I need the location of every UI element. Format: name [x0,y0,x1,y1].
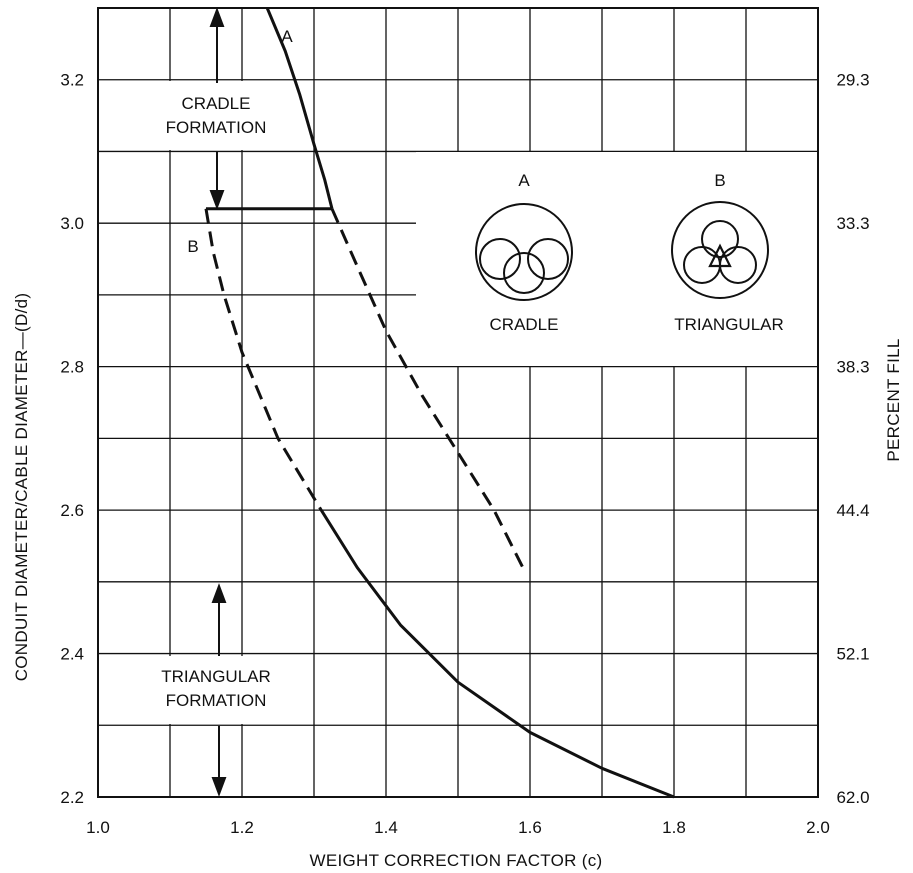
curve-a-solid [265,7,334,210]
x-tick-label: 1.4 [374,818,398,837]
inset-panel [416,152,818,366]
curve-b-dashed [204,208,323,511]
cradle-formation-label-box [100,81,310,150]
y2-tick-label: 52.1 [836,645,869,664]
cradle-formation-arrow [209,7,225,210]
triangular-diagram [671,201,769,299]
y-axis-title: CONDUIT DIAMETER/CABLE DIAMETER—(D/d) [12,293,31,682]
inset-triangular-caption: TRIANGULAR [674,315,784,334]
y-tick-label: 3.2 [60,71,84,90]
triangular-formation-label-line1: TRIANGULAR [161,667,271,686]
cradle-formation-label-line1: CRADLE [182,94,251,113]
y2-axis-ticks: 29.3 33.3 38.3 44.4 52.1 62.0 [836,71,869,807]
y-tick-label: 2.4 [60,645,84,664]
y2-tick-label: 38.3 [836,358,869,377]
curve-a-dashed [330,208,525,569]
x-tick-label: 1.0 [86,818,110,837]
cradle-formation-label-line2: FORMATION [166,118,267,137]
inset-cradle-caption: CRADLE [490,315,559,334]
curve-b-label: B [187,237,198,256]
y-tick-label: 3.0 [60,214,84,233]
x-tick-label: 2.0 [806,818,830,837]
plot-frame-rect [97,7,819,798]
triangular-formation-label-box [100,656,300,724]
x-tick-label: 1.8 [662,818,686,837]
y2-tick-label: 33.3 [836,214,869,233]
inset-triangular-letter: B [714,171,725,190]
cradle-diagram [475,203,573,301]
series [204,7,675,799]
inset-cradle-letter: A [518,171,530,190]
y-tick-label: 2.8 [60,358,84,377]
plot-frame [97,7,819,798]
triangular-diagram-center-triangle [708,243,732,268]
y-tick-label: 2.6 [60,501,84,520]
y2-tick-label: 44.4 [836,501,869,520]
x-tick-label: 1.6 [518,818,542,837]
triangular-formation-label-line2: FORMATION [166,691,267,710]
y-axis-ticks: 2.2 2.4 2.6 2.8 3.0 3.2 [60,71,84,807]
y2-axis-title: PERCENT FILL [884,338,903,461]
x-axis-ticks: 1.0 1.2 1.4 1.6 1.8 2.0 [86,818,830,837]
y2-tick-label: 29.3 [836,71,869,90]
curve-a-label: A [281,27,293,46]
y2-tick-label: 62.0 [836,788,869,807]
x-tick-label: 1.2 [230,818,254,837]
y-tick-label: 2.2 [60,788,84,807]
x-axis-title: WEIGHT CORRECTION FACTOR (c) [310,851,603,870]
curve-b-solid [319,509,675,799]
triangular-formation-arrow [211,583,227,797]
